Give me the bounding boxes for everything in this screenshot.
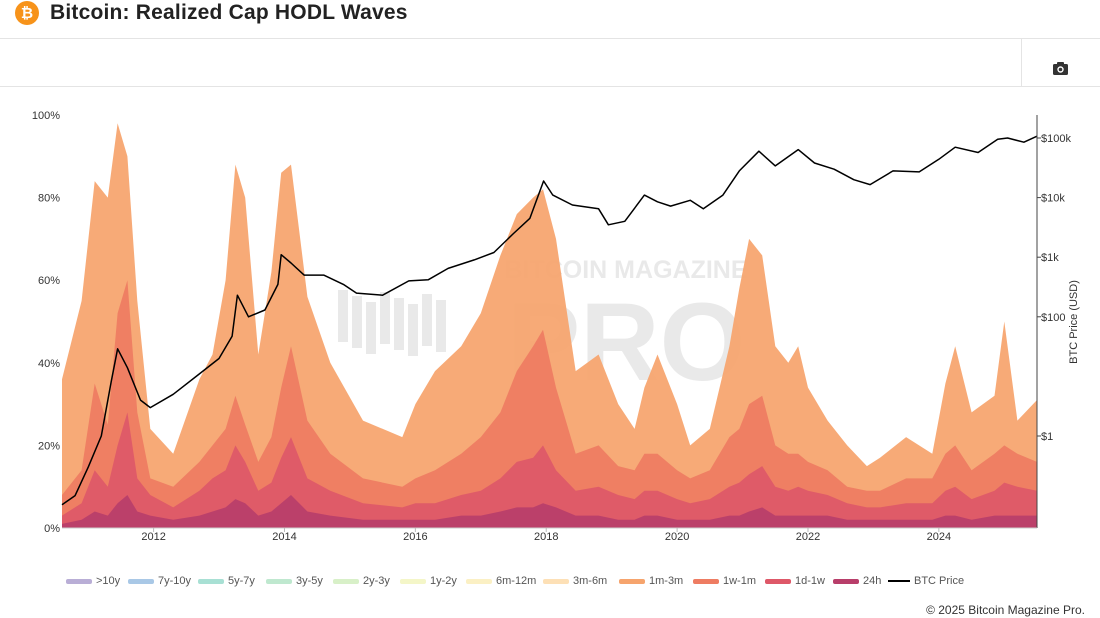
legend-label: 7y-10y [158, 575, 192, 587]
legend-item[interactable]: 1d-1w [765, 575, 825, 587]
camera-icon-glyph [1053, 62, 1068, 75]
watermark-logo [338, 290, 446, 356]
legend-item[interactable]: 3m-6m [543, 575, 607, 587]
y-tick-left: 40% [38, 358, 60, 370]
btc-price-line [61, 135, 1038, 506]
x-axis-ticks: 2012 2014 2016 2018 2020 2022 2024 [141, 528, 951, 543]
area-layers [62, 123, 1037, 529]
bitcoin-logo-icon: ₿ [15, 1, 39, 25]
legend-label: 1w-1m [723, 575, 757, 587]
x-tick-label: 2024 [927, 531, 951, 543]
legend-label: 5y-7y [228, 575, 255, 587]
toolbar-divider [1021, 39, 1022, 86]
legend-item[interactable]: 7y-10y [128, 575, 191, 587]
x-tick-label: 2020 [665, 531, 689, 543]
x-tick-label: 2012 [141, 531, 165, 543]
legend-line-swatch [888, 580, 910, 583]
legend-label: 1y-2y [430, 575, 457, 587]
legend-swatch [693, 578, 719, 584]
axes: BTC Price (USD) [62, 115, 1080, 529]
legend-label: 6m-12m [496, 575, 537, 587]
legend-swatch [66, 578, 92, 584]
area-24h [62, 495, 1037, 528]
hodl-waves-chart: BITCOIN MAGAZINE PRO BTC Price (USD) 0%2… [32, 110, 1080, 543]
btc-price-layer [61, 135, 1038, 506]
area-1w-1m [62, 280, 1037, 528]
legend-swatch [400, 578, 426, 584]
y-tick-right: $1k [1041, 252, 1059, 264]
legend-label: >10y [96, 575, 121, 587]
legend-label: 1d-1w [795, 575, 825, 587]
legend-item[interactable]: >10y [66, 575, 120, 587]
y-tick-left: 20% [38, 440, 60, 452]
legend-item[interactable]: 24h [833, 575, 881, 587]
y-tick-left: 60% [38, 275, 60, 287]
legend-swatch [619, 578, 645, 584]
legend-item[interactable]: 6m-12m [466, 575, 536, 587]
legend-swatch [543, 578, 569, 584]
page-title: Bitcoin: Realized Cap HODL Waves [50, 1, 408, 24]
legend-label: 3m-6m [573, 575, 608, 587]
x-tick-label: 2014 [272, 531, 296, 543]
legend-swatch [128, 578, 154, 584]
y-tick-left: 100% [32, 110, 60, 122]
camera-icon[interactable] [1050, 59, 1074, 79]
legend-label: 24h [863, 575, 882, 587]
legend-item[interactable]: 1w-1m [693, 575, 756, 587]
legend-item[interactable]: 5y-7y [198, 575, 255, 587]
x-tick-label: 2022 [796, 531, 820, 543]
y-axis-right-label: BTC Price (USD) [1068, 280, 1080, 364]
legend-swatch [833, 578, 859, 584]
legend-label: 3y-5y [296, 575, 323, 587]
legend-item[interactable]: 1m-3m [619, 575, 683, 587]
y-axis-right-ticks: $1 $100 $1k $10k $100k [1037, 133, 1071, 443]
y-tick-right: $100 [1041, 312, 1065, 324]
legend-label: 2y-3y [363, 575, 390, 587]
legend-item[interactable]: 2y-3y [333, 575, 390, 587]
area-1d-1w [62, 412, 1037, 528]
y-tick-right: $10k [1041, 193, 1065, 205]
legend-swatch [198, 578, 224, 584]
header: ₿ Bitcoin: Realized Cap HODL Waves [0, 0, 1100, 39]
legend-item[interactable]: 1y-2y [400, 575, 457, 587]
y-tick-right: $1 [1041, 431, 1053, 443]
legend-label: 1m-3m [649, 575, 684, 587]
legend-label: BTC Price [914, 575, 965, 587]
y-tick-right: $100k [1041, 133, 1071, 145]
y-tick-left: 80% [38, 193, 60, 205]
legend-swatch [466, 578, 492, 584]
y-tick-left: 0% [44, 523, 60, 535]
x-tick-label: 2018 [534, 531, 558, 543]
legend-swatch [266, 578, 292, 584]
x-tick-label: 2016 [403, 531, 427, 543]
y-axis-left-ticks: 0% 20% 40% 60% 80% 100% [32, 110, 60, 535]
copyright: © 2025 Bitcoin Magazine Pro. [926, 603, 1085, 617]
legend-item[interactable]: 3y-5y [266, 575, 323, 587]
legend-item[interactable]: BTC Price [888, 575, 964, 587]
chart-toolbar [0, 39, 1100, 87]
legend-swatch [765, 578, 791, 584]
legend-swatch [333, 578, 359, 584]
